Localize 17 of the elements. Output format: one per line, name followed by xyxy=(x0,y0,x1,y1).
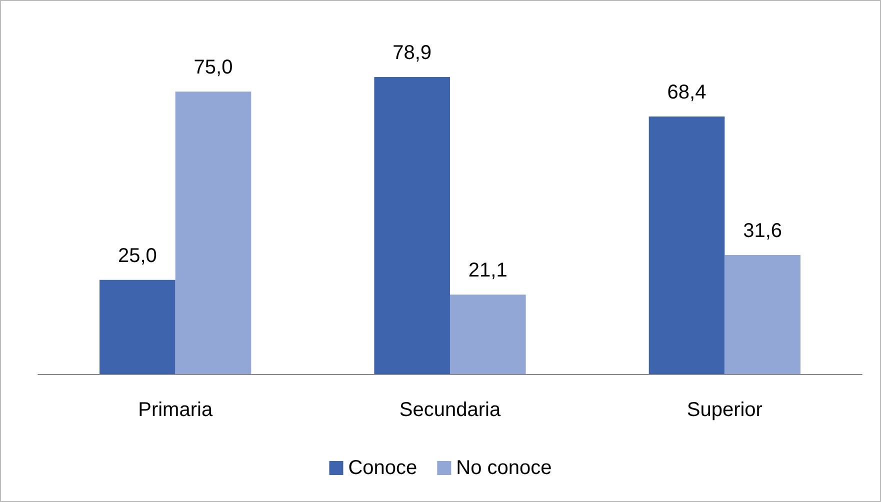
legend-label: No conoce xyxy=(456,457,552,479)
bar xyxy=(724,255,800,374)
data-label: 31,6 xyxy=(743,220,782,242)
bar xyxy=(100,280,176,374)
x-tick-label: Primaria xyxy=(138,399,214,421)
data-label: 25,0 xyxy=(118,244,157,267)
data-label: 75,0 xyxy=(194,56,233,79)
x-tick-label: Superior xyxy=(686,399,763,421)
bar xyxy=(175,92,252,374)
bar xyxy=(374,77,450,374)
x-tick-label: Secundaria xyxy=(399,399,502,421)
legend-label: Conoce xyxy=(348,457,418,479)
data-label: 68,4 xyxy=(667,82,706,104)
bar xyxy=(450,294,526,374)
data-label: 21,1 xyxy=(468,260,508,282)
data-label: 78,9 xyxy=(392,42,432,64)
bar xyxy=(648,116,725,374)
